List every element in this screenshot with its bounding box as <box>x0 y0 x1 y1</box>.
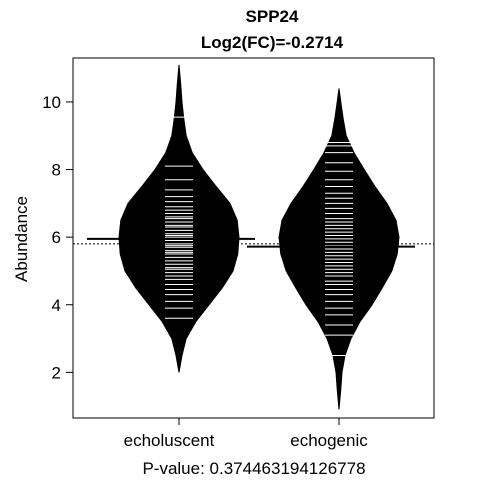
x-axis-label: P-value: 0.374463194126778 <box>142 459 365 478</box>
y-tick-label: 10 <box>42 93 61 112</box>
y-tick-label: 4 <box>52 296 61 315</box>
y-tick-label: 6 <box>52 228 61 247</box>
chart-subtitle: Log2(FC)=-0.2714 <box>201 33 344 52</box>
bean-echoluscent <box>87 64 255 373</box>
y-tick-label: 2 <box>52 363 61 382</box>
chart-title: SPP24 <box>246 7 299 26</box>
y-tick-label: 8 <box>52 161 61 180</box>
beans-layer <box>73 64 434 410</box>
y-axis-label: Abundance <box>12 196 31 282</box>
bean-echogenic <box>247 88 415 410</box>
x-tick-label: echoluscent <box>124 431 215 450</box>
plot-frame <box>72 57 435 419</box>
axes-layer: echoluscent echogenic 2 4 6 8 10 <box>42 93 368 450</box>
x-tick-label: echogenic <box>290 431 368 450</box>
